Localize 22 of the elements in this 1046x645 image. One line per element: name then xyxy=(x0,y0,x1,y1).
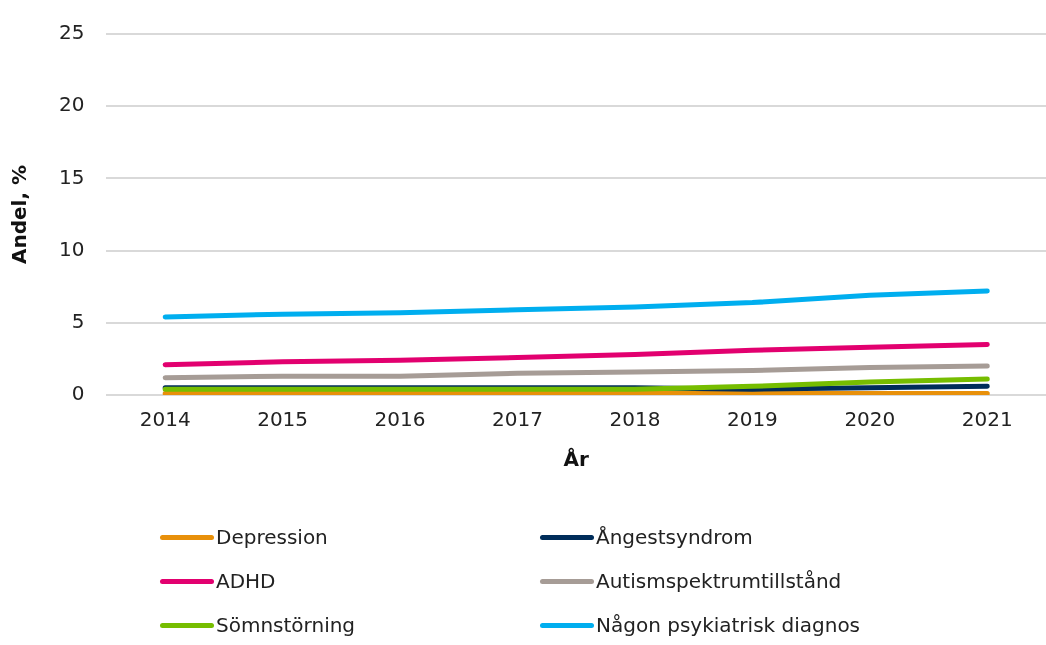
legend-label: Ångestsyndrom xyxy=(596,525,753,549)
x-tick-label: 2014 xyxy=(139,407,191,432)
x-tick-label: 2021 xyxy=(961,407,1013,432)
y-tick-label: 25 xyxy=(59,20,85,45)
x-axis-title: År xyxy=(563,447,590,472)
legend-label: Någon psykiatrisk diagnos xyxy=(596,613,861,637)
y-tick-label: 0 xyxy=(71,381,85,406)
y-tick-label: 20 xyxy=(59,92,85,117)
x-tick-label: 2016 xyxy=(374,407,426,432)
legend-label: Autismspektrumtillstånd xyxy=(596,569,842,593)
y-tick-label: 15 xyxy=(59,164,85,189)
y-tick-label: 10 xyxy=(59,236,85,261)
y-tick-label: 5 xyxy=(71,309,85,333)
legend-label: ADHD xyxy=(216,569,276,593)
legend-label: Sömnstörning xyxy=(216,613,356,637)
x-tick-label: 2015 xyxy=(257,407,309,432)
y-axis-title: Andel, % xyxy=(7,164,32,265)
legend-label: Depression xyxy=(216,525,328,549)
x-tick-label: 2019 xyxy=(726,407,778,432)
x-tick-label: 2020 xyxy=(844,407,896,432)
x-tick-label: 2018 xyxy=(609,407,661,432)
x-tick-label: 2017 xyxy=(492,407,543,432)
